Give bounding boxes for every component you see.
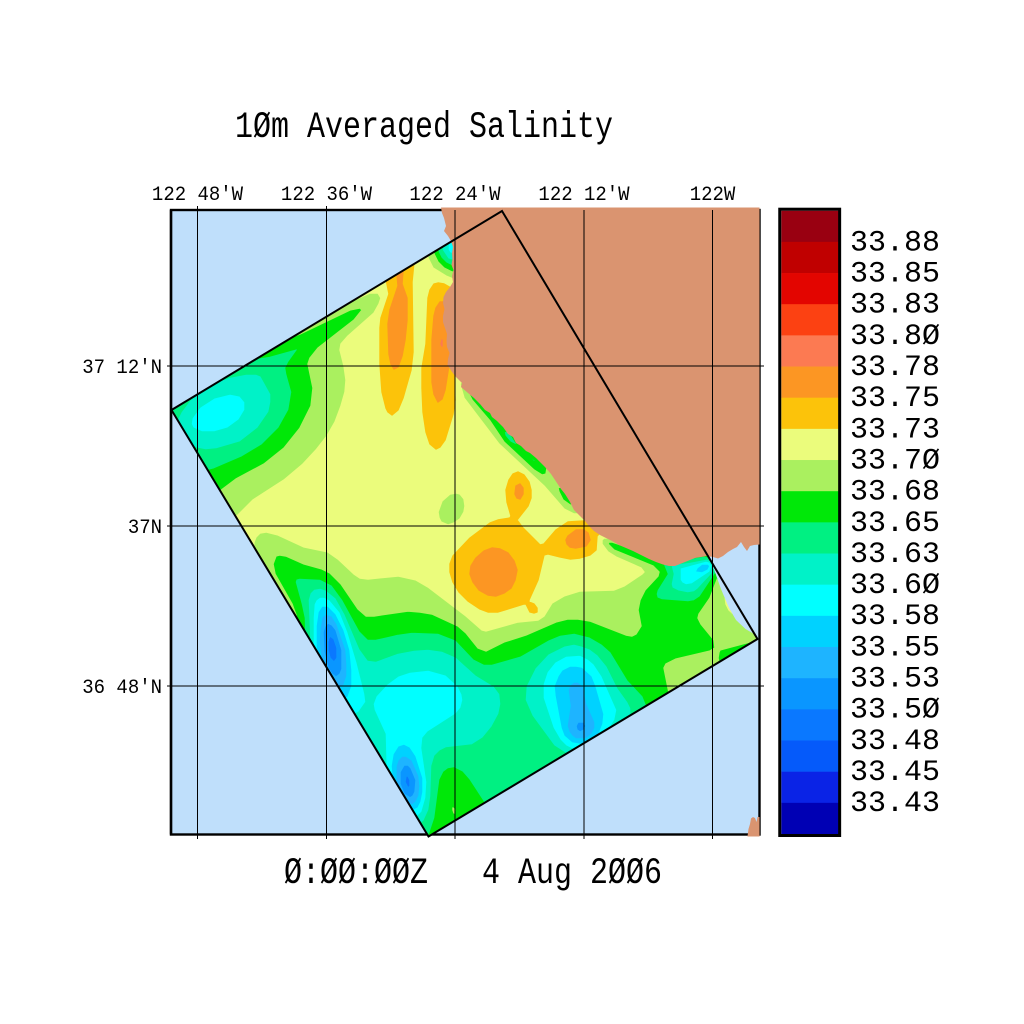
svg-text:33.58: 33.58 — [850, 600, 940, 634]
svg-text:33.78: 33.78 — [850, 351, 940, 385]
svg-text:Ø:ØØ:ØØZ 4 Aug 2ØØ6: Ø:ØØ:ØØZ 4 Aug 2ØØ6 — [284, 853, 662, 895]
svg-text:33.8Ø: 33.8Ø — [850, 320, 940, 354]
svg-text:33.68: 33.68 — [850, 476, 940, 510]
svg-text:33.73: 33.73 — [850, 413, 940, 447]
svg-text:33.63: 33.63 — [850, 538, 940, 572]
svg-text:33.65: 33.65 — [850, 507, 940, 541]
svg-text:122 24'W: 122 24'W — [409, 183, 500, 206]
svg-text:33.85: 33.85 — [850, 257, 940, 291]
svg-text:37N: 37N — [128, 516, 162, 539]
svg-text:33.83: 33.83 — [850, 289, 940, 323]
svg-text:33.75: 33.75 — [850, 382, 940, 416]
svg-text:122 48'W: 122 48'W — [152, 183, 243, 206]
svg-text:33.55: 33.55 — [850, 631, 940, 665]
svg-text:122 36'W: 122 36'W — [281, 183, 372, 206]
svg-text:1Øm Averaged Salinity: 1Øm Averaged Salinity — [235, 107, 613, 149]
svg-text:33.43: 33.43 — [850, 787, 940, 821]
svg-text:37 12'N: 37 12'N — [82, 356, 162, 379]
svg-text:33.48: 33.48 — [850, 725, 940, 759]
svg-text:33.88: 33.88 — [850, 226, 940, 260]
svg-text:122W: 122W — [690, 183, 736, 206]
svg-text:122 12'W: 122 12'W — [538, 183, 629, 206]
svg-text:33.7Ø: 33.7Ø — [850, 444, 940, 478]
svg-text:36 48'N: 36 48'N — [82, 676, 162, 699]
svg-text:33.5Ø: 33.5Ø — [850, 694, 940, 728]
svg-text:33.45: 33.45 — [850, 756, 940, 790]
svg-text:33.6Ø: 33.6Ø — [850, 569, 940, 603]
svg-text:33.53: 33.53 — [850, 663, 940, 697]
